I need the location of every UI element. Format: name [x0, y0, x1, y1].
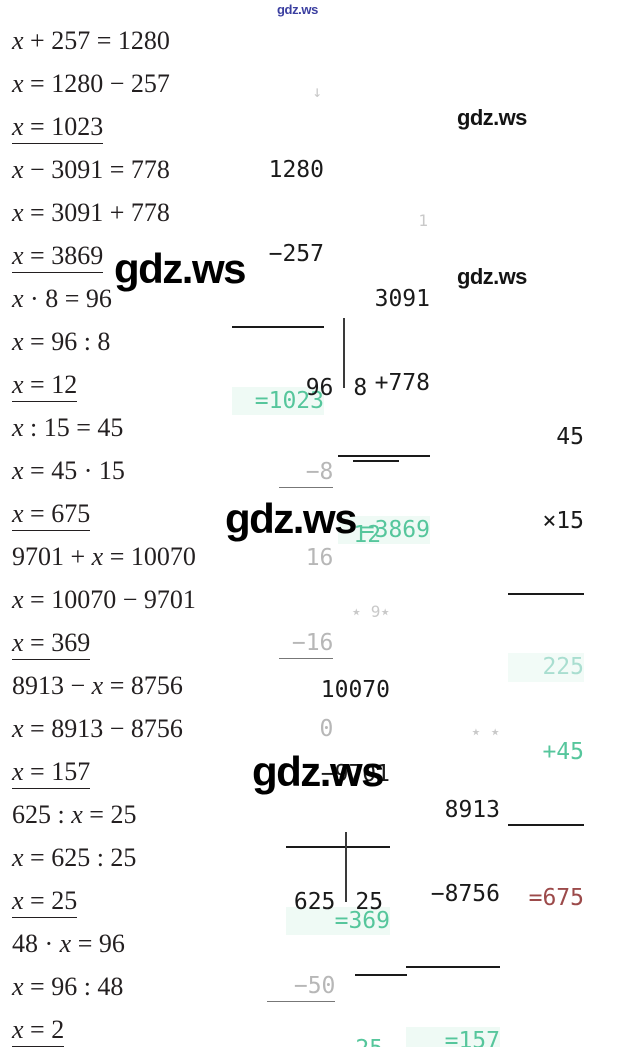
division-step-4: 0: [319, 715, 334, 742]
divisor: 8: [353, 375, 368, 402]
carry-marks: ↓: [312, 82, 324, 102]
equation-8-problem: 48 · x = 96: [12, 929, 125, 958]
equation-7-problem: 625 : x = 25: [12, 800, 137, 829]
subtraction-result: =369: [286, 906, 390, 935]
division-divider-bar: [343, 318, 346, 389]
carry-marks: ٭ ٭: [471, 722, 500, 742]
minuend: 1280: [268, 157, 324, 184]
equation-8-step: x = 96 : 48: [12, 972, 124, 1001]
partial-product-1: 225: [508, 653, 584, 682]
equation-6-answer: x = 157: [12, 759, 91, 789]
equation-5-step: x = 10070 − 9701: [12, 585, 196, 614]
equation-2-answer: x = 3869: [12, 243, 104, 273]
division-step-2: 16: [305, 545, 334, 572]
equation-1-answer: x = 1023: [12, 114, 104, 144]
equation-3-step: x = 96 : 8: [12, 327, 111, 356]
subtraction-result: =157: [406, 1026, 500, 1047]
calc-rule: [286, 846, 390, 849]
dividend: 625: [293, 889, 336, 916]
calc-rule: [338, 455, 430, 458]
division-left-column: 625 −50 125 −125 0: [267, 832, 336, 1047]
dividend: 96: [305, 375, 334, 402]
equation-1-step: x = 1280 − 257: [12, 69, 170, 98]
quotient: 25: [355, 1035, 407, 1047]
equation-3-problem: x · 8 = 96: [12, 284, 112, 313]
division-right-column: 8 12: [353, 318, 400, 605]
quotient-rule: [353, 460, 400, 463]
division-left-column: 96 −8 16 −16 0: [279, 318, 334, 799]
equation-3-answer: x = 12: [12, 372, 78, 402]
addend-2: +778: [374, 370, 430, 397]
subtraction-result: =1023: [232, 386, 324, 415]
addition-block-3091: 1 3091 +778 =3869: [338, 157, 430, 600]
division-step-3: −16: [279, 629, 334, 659]
equation-6-problem: 8913 − x = 8756: [12, 671, 183, 700]
multiplicand: 45: [556, 424, 584, 451]
addend-1: 3091: [374, 286, 430, 313]
subtraction-block-8913: ٭ ٭ 8913 −8756 =157: [406, 668, 500, 1047]
watermark-top: gdz.ws: [277, 2, 318, 17]
division-step-1: −8: [279, 458, 334, 489]
quotient-rule: [355, 974, 408, 977]
addition-result: =3869: [338, 515, 430, 544]
subtrahend: −9701: [320, 761, 390, 788]
quotient: 12: [353, 522, 382, 549]
multiplication-block-45: 45 ×15 225 +45 =675: [508, 367, 584, 968]
equation-4-answer: x = 675: [12, 501, 91, 531]
watermark-right-upper: gdz.ws: [457, 105, 527, 130]
division-block-625: 625 −50 125 −125 0 25 25: [212, 804, 408, 1047]
divisor: 25: [355, 889, 384, 916]
division-divider-bar: [345, 832, 348, 903]
equation-1-problem: x + 257 = 1280: [12, 26, 170, 55]
division-block-96: 96 −8 16 −16 0 8 12: [224, 290, 400, 827]
calc-rule: [508, 593, 584, 596]
equation-5-problem: 9701 + x = 10070: [12, 542, 196, 571]
minuend: 10070: [320, 677, 390, 704]
equation-8-answer: x = 2: [12, 1017, 65, 1047]
partial-product-2: +45: [542, 738, 584, 765]
calc-rule: [406, 966, 500, 969]
carry-marks: 1: [418, 211, 430, 231]
calc-rule: [232, 326, 324, 329]
minuend: 8913: [444, 797, 500, 824]
multiplier: ×15: [542, 508, 584, 535]
multiplication-result: =675: [528, 884, 584, 911]
division-right-column: 25 25: [355, 832, 408, 1047]
subtrahend: −8756: [430, 881, 500, 908]
subtraction-block-10070: ٭9 ٭ 10070 −9701 =369: [286, 548, 390, 991]
equation-2-step: x = 3091 + 778: [12, 198, 170, 227]
watermark-right-lower: gdz.ws: [457, 264, 527, 289]
equation-4-step: x = 45 · 15: [12, 456, 125, 485]
subtraction-block-1280: ↓ 1280 −257 =1023: [232, 28, 324, 471]
equation-7-answer: x = 25: [12, 888, 78, 918]
watermark-large-1: gdz.ws: [114, 245, 247, 292]
equation-5-answer: x = 369: [12, 630, 91, 660]
subtrahend: −257: [268, 241, 324, 268]
equation-4-problem: x : 15 = 45: [12, 413, 124, 442]
carry-marks: ٭9 ٭: [351, 602, 390, 622]
equation-2-problem: x − 3091 = 778: [12, 155, 170, 184]
equation-6-step: x = 8913 − 8756: [12, 714, 183, 743]
equation-7-step: x = 625 : 25: [12, 843, 137, 872]
calc-rule-2: [508, 823, 584, 826]
division-step-1: −50: [267, 972, 336, 1003]
